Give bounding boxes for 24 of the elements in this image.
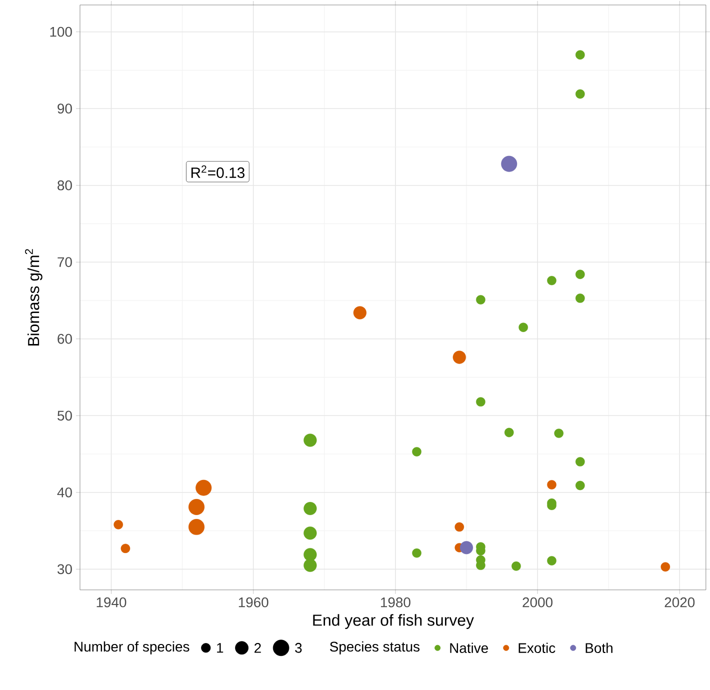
y-tick-label: 70 [58, 257, 72, 268]
legend-label: 3 [295, 642, 302, 653]
legend-label: Native [450, 642, 488, 654]
x-tick-label: 1960 [238, 597, 268, 608]
y-tick-label: 40 [57, 488, 72, 498]
annotation: R$^{2}$=0.13 [191, 165, 244, 178]
y-tick-label: 60 [58, 334, 72, 344]
legend-label: 2 [254, 643, 261, 653]
y-tick-label: 50 [58, 410, 72, 421]
x-axis-title: End year of fish survey [313, 614, 474, 630]
legend-label: Both [586, 642, 612, 654]
legend-title: Species status [330, 641, 420, 654]
legend-label: Exotic [518, 642, 556, 654]
x-tick-label: 2000 [522, 597, 552, 608]
x-tick-label: 2020 [664, 597, 695, 608]
legend-label: 1 [217, 643, 224, 653]
y-tick-label: 90 [58, 104, 72, 114]
y-axis-title: Biomass g/m$^{2}$ [25, 249, 42, 346]
x-tick-label: 1980 [380, 597, 410, 608]
text: Number of species [74, 641, 190, 654]
x-tick-label: 1940 [96, 597, 126, 608]
y-tick-label: 80 [58, 180, 72, 190]
y-tick-label: 30 [57, 564, 72, 574]
y-tick-label: 100 [50, 26, 72, 37]
